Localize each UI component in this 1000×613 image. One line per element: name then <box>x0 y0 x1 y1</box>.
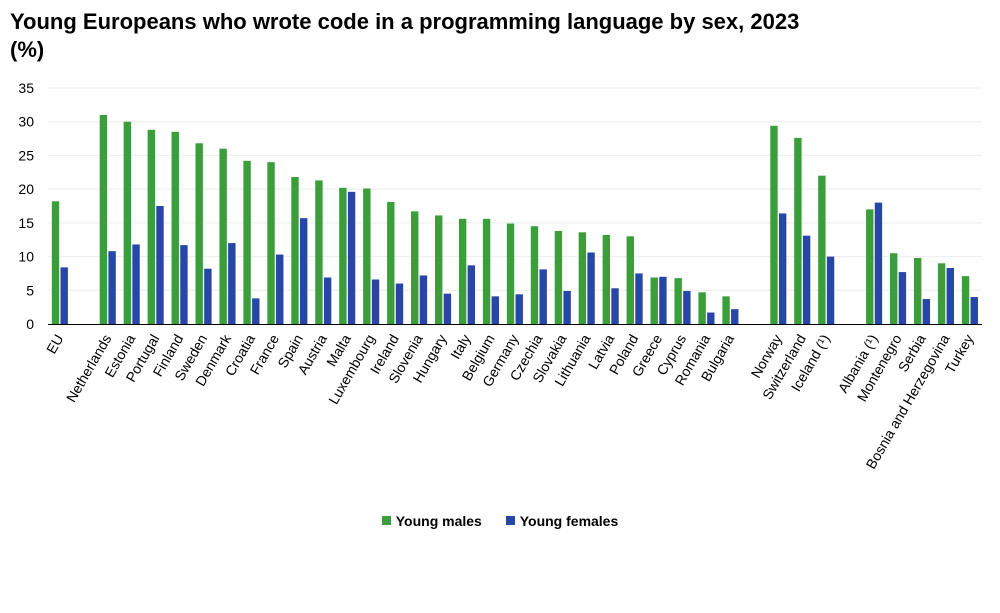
bar-young-females <box>683 290 691 324</box>
bar-young-females <box>659 276 667 324</box>
bar-young-males <box>794 137 802 324</box>
bar-young-males <box>99 114 108 324</box>
bar-young-females <box>252 298 260 324</box>
bar-young-females <box>371 279 380 324</box>
bar-young-males <box>434 215 443 324</box>
bar-young-females <box>443 293 452 324</box>
bar-young-males <box>698 292 706 324</box>
bar-young-males <box>913 257 922 324</box>
bar-young-females <box>323 277 332 324</box>
bar-young-males <box>866 209 874 324</box>
bar-young-males <box>51 201 60 324</box>
bar-young-females <box>467 265 476 324</box>
bar-young-females <box>395 283 404 324</box>
bar-young-males <box>530 226 539 324</box>
bar-young-females <box>539 269 547 324</box>
legend-item-females[interactable]: Young females <box>505 512 619 529</box>
bar-young-females <box>515 294 523 324</box>
bar-young-males <box>650 277 658 324</box>
legend-label-males: Young males <box>395 512 482 529</box>
y-tick-label: 30 <box>18 114 34 130</box>
bar-young-males <box>674 278 682 324</box>
bar-young-males <box>147 129 155 324</box>
bar-young-males <box>602 234 611 324</box>
bar-young-males <box>554 230 563 324</box>
bar-young-females <box>898 272 907 324</box>
bar-young-females <box>276 254 284 324</box>
bar-young-males <box>937 263 946 324</box>
legend-swatch-males <box>381 516 391 525</box>
bar-young-females <box>204 268 212 324</box>
bar-young-females <box>491 296 499 324</box>
bar-young-males <box>482 218 491 324</box>
bar-young-males <box>506 223 515 324</box>
bar-young-males <box>243 160 251 324</box>
y-tick-label: 20 <box>18 181 34 197</box>
legend-label-females: Young females <box>519 512 619 529</box>
bar-young-males <box>219 148 227 324</box>
bar-young-males <box>770 125 778 324</box>
bar-young-females <box>970 297 978 324</box>
bar-young-males <box>722 296 730 324</box>
bar-young-males <box>458 218 467 324</box>
bar-young-females <box>108 251 116 324</box>
bar-young-males <box>411 211 419 324</box>
bar-young-females <box>826 256 835 324</box>
bar-young-females <box>299 218 308 324</box>
bar-young-females <box>60 267 68 324</box>
y-tick-label: 25 <box>18 147 34 163</box>
bar-young-females <box>347 191 356 324</box>
bar-young-females <box>587 252 595 324</box>
bar-young-males <box>123 121 132 324</box>
bar-young-females <box>180 245 188 324</box>
bar-young-females <box>419 275 428 324</box>
y-tick-label: 0 <box>26 316 34 332</box>
bar-young-males <box>339 187 347 324</box>
bar-young-females <box>778 213 787 324</box>
chart-legend: Young males Young females <box>0 512 1000 529</box>
bar-young-males <box>578 232 587 324</box>
bar-young-females <box>228 243 236 324</box>
x-tick-label: EU <box>43 332 67 357</box>
y-tick-label: 35 <box>18 80 34 96</box>
y-tick-label: 5 <box>26 282 34 298</box>
bar-young-males <box>961 276 970 324</box>
bar-young-males <box>171 131 179 324</box>
bar-young-males <box>387 201 395 324</box>
bar-young-females <box>635 273 643 324</box>
bar-young-females <box>563 290 571 324</box>
y-tick-label: 10 <box>18 249 34 265</box>
bar-young-females <box>802 235 811 324</box>
bar-young-females <box>611 288 619 324</box>
bar-young-females <box>156 206 164 324</box>
legend-item-males[interactable]: Young males <box>381 512 482 529</box>
bar-young-females <box>946 268 955 324</box>
bar-young-males <box>195 143 203 324</box>
bar-young-males <box>818 175 826 324</box>
bar-young-females <box>731 309 739 324</box>
legend-swatch-females <box>505 516 515 525</box>
bar-young-females <box>874 202 883 324</box>
bar-young-males <box>890 253 898 324</box>
chart-title: Young Europeans who wrote code in a prog… <box>10 9 800 62</box>
y-tick-label: 15 <box>18 215 34 231</box>
bar-young-males <box>315 180 323 324</box>
bar-young-males <box>626 236 634 324</box>
bar-young-males <box>267 162 275 324</box>
bar-young-females <box>132 244 140 324</box>
bar-young-males <box>291 177 299 324</box>
bar-young-males <box>363 188 371 324</box>
bar-young-females <box>922 299 931 324</box>
bar-young-females <box>707 312 715 324</box>
